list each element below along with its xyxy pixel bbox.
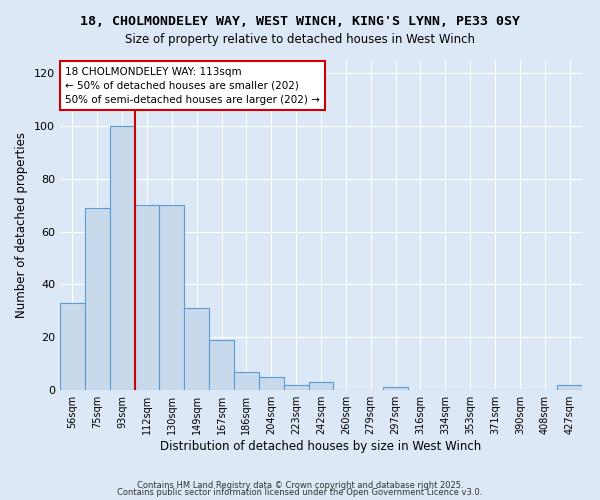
Bar: [60, 303, 85, 390]
Bar: [284, 384, 308, 390]
Text: 18 CHOLMONDELEY WAY: 113sqm
← 50% of detached houses are smaller (202)
50% of se: 18 CHOLMONDELEY WAY: 113sqm ← 50% of det…: [65, 66, 320, 104]
Bar: [557, 384, 582, 390]
Bar: [85, 208, 110, 390]
Bar: [308, 382, 334, 390]
Bar: [383, 388, 408, 390]
Y-axis label: Number of detached properties: Number of detached properties: [16, 132, 28, 318]
Bar: [234, 372, 259, 390]
Text: Contains public sector information licensed under the Open Government Licence v3: Contains public sector information licen…: [118, 488, 482, 497]
Text: Contains HM Land Registry data © Crown copyright and database right 2025.: Contains HM Land Registry data © Crown c…: [137, 480, 463, 490]
X-axis label: Distribution of detached houses by size in West Winch: Distribution of detached houses by size …: [160, 440, 482, 453]
Bar: [134, 205, 160, 390]
Bar: [259, 377, 284, 390]
Bar: [160, 205, 184, 390]
Text: Size of property relative to detached houses in West Winch: Size of property relative to detached ho…: [125, 32, 475, 46]
Bar: [209, 340, 234, 390]
Text: 18, CHOLMONDELEY WAY, WEST WINCH, KING'S LYNN, PE33 0SY: 18, CHOLMONDELEY WAY, WEST WINCH, KING'S…: [80, 15, 520, 28]
Bar: [184, 308, 209, 390]
Bar: [110, 126, 134, 390]
